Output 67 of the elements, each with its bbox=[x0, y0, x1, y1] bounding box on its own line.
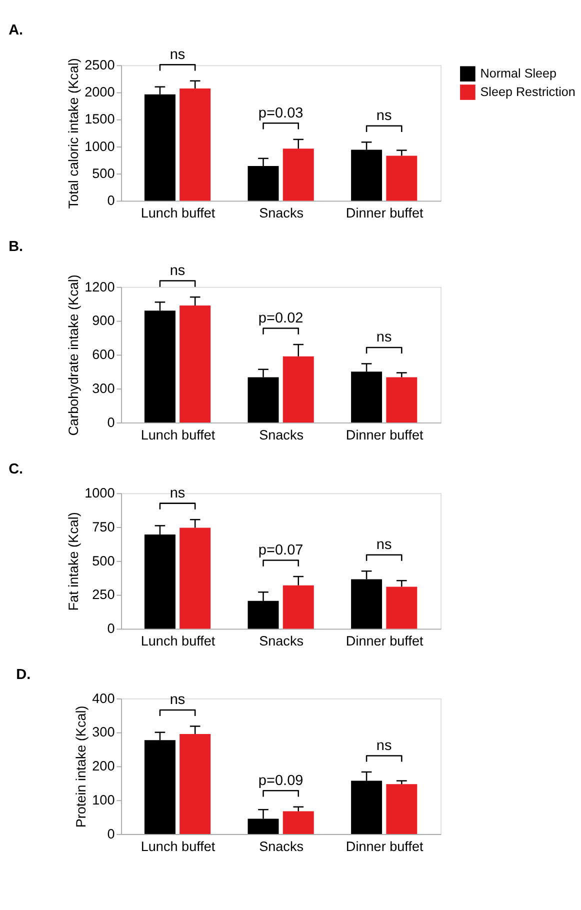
x-tick-label: Dinner buffet bbox=[346, 838, 424, 854]
bar bbox=[386, 377, 418, 422]
y-tick-label: 500 bbox=[92, 166, 115, 181]
chart-title: C. bbox=[8, 461, 24, 478]
legend-label: Sleep Restriction bbox=[480, 85, 576, 100]
y-axis-title: Fat intake (Kcal) bbox=[66, 512, 81, 611]
x-tick-label: Lunch buffet bbox=[140, 634, 216, 649]
annotation: p=0.07 bbox=[258, 542, 304, 558]
y-tick-label: 300 bbox=[92, 380, 115, 396]
y-tick-label: 0 bbox=[107, 414, 115, 430]
x-tick-label: Snacks bbox=[259, 427, 304, 442]
chart-title: A. bbox=[8, 22, 24, 39]
bar bbox=[282, 356, 314, 422]
y-axis-title: Carbohydrate intake (Kcal) bbox=[66, 274, 81, 436]
x-tick-label: Snacks bbox=[259, 206, 304, 221]
x-tick-label: Lunch buffet bbox=[140, 206, 216, 221]
annotation: p=0.02 bbox=[258, 310, 304, 326]
annotation: ns bbox=[376, 330, 392, 346]
bar bbox=[282, 148, 314, 201]
y-tick-label: 600 bbox=[92, 347, 115, 362]
annotation: p=0.03 bbox=[258, 105, 304, 122]
chart-title: B. bbox=[8, 238, 24, 255]
bar bbox=[282, 811, 314, 834]
bar bbox=[180, 306, 211, 422]
y-tick-label: 1500 bbox=[84, 112, 115, 127]
bar bbox=[282, 585, 314, 629]
annotation: p=0.09 bbox=[258, 772, 304, 789]
x-tick-label: Snacks bbox=[259, 838, 304, 854]
y-tick-label: 300 bbox=[92, 724, 115, 740]
bar bbox=[386, 784, 418, 834]
y-tick-label: 2500 bbox=[84, 58, 115, 72]
y-tick-label: 0 bbox=[107, 826, 115, 842]
x-tick-label: Lunch buffet bbox=[140, 838, 216, 854]
y-tick-label: 1000 bbox=[84, 486, 115, 501]
bar bbox=[386, 156, 418, 201]
text: ns bbox=[170, 262, 186, 279]
bar bbox=[180, 88, 211, 201]
annotation: ns bbox=[170, 486, 186, 502]
y-tick-label: 200 bbox=[92, 758, 115, 774]
annotation: ns bbox=[376, 738, 392, 754]
x-tick-label: Lunch buffet bbox=[140, 427, 216, 442]
bar bbox=[386, 586, 418, 629]
annotation: ns bbox=[170, 692, 186, 708]
bar bbox=[180, 734, 211, 834]
x-tick-label: Dinner buffet bbox=[346, 206, 424, 221]
y-tick-label: 2000 bbox=[84, 84, 115, 100]
x-tick-label: Dinner buffet bbox=[346, 427, 424, 442]
text: ns bbox=[170, 46, 186, 63]
legend-label: Normal Sleep bbox=[480, 66, 556, 81]
y-tick-label: 1000 bbox=[84, 138, 115, 154]
chart-title: D. bbox=[16, 667, 31, 684]
x-tick-label: Dinner buffet bbox=[346, 634, 424, 649]
bar bbox=[180, 528, 211, 629]
y-tick-label: 0 bbox=[107, 193, 115, 208]
y-tick-label: 400 bbox=[92, 690, 115, 706]
x-tick-label: Snacks bbox=[259, 634, 304, 649]
y-tick-label: 1200 bbox=[84, 279, 115, 294]
y-tick-label: 750 bbox=[92, 519, 115, 534]
y-tick-label: 250 bbox=[92, 587, 115, 602]
y-axis-title: Total caloric intake (Kcal) bbox=[66, 58, 81, 209]
y-tick-label: 900 bbox=[92, 313, 115, 328]
y-tick-label: 100 bbox=[92, 792, 115, 808]
annotation: ns bbox=[376, 108, 392, 124]
y-axis-title: Protein intake (Kcal) bbox=[73, 706, 88, 828]
annotation: ns bbox=[376, 537, 392, 554]
y-tick-label: 0 bbox=[107, 621, 115, 636]
y-tick-label: 500 bbox=[92, 553, 115, 568]
